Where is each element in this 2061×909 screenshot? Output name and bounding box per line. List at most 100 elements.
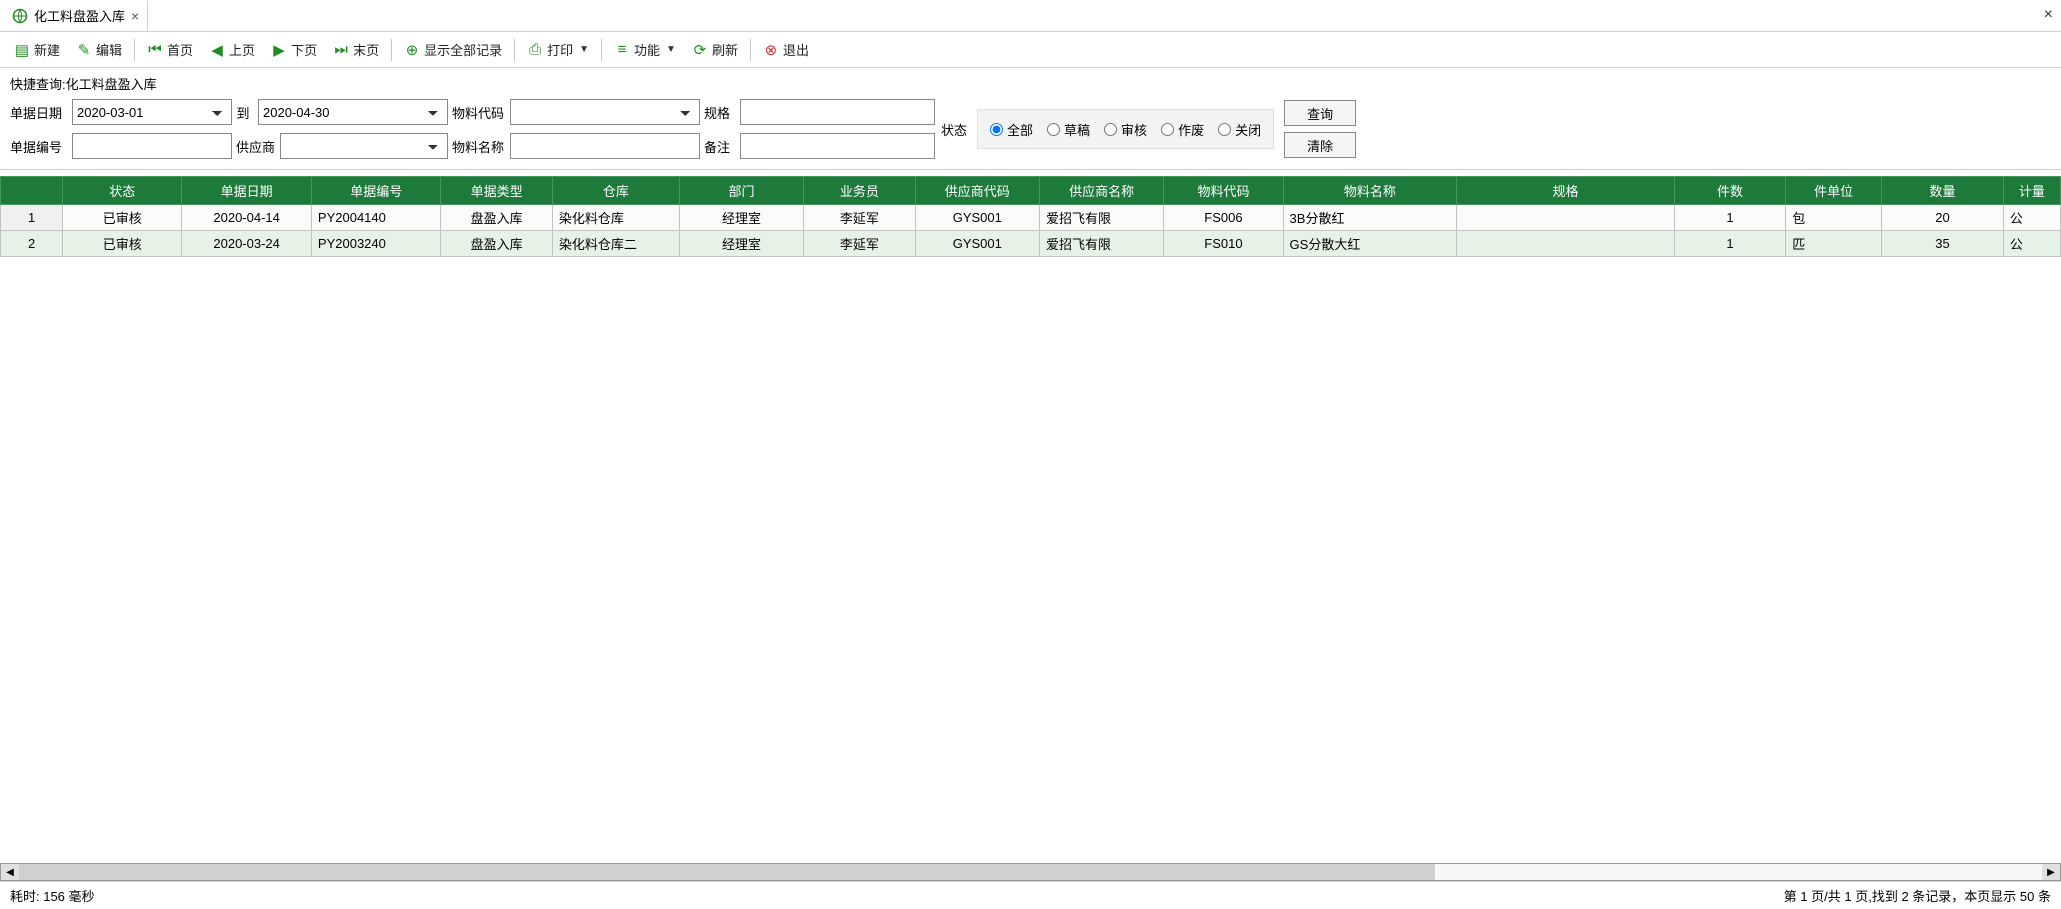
status-bar: 耗时: 156 毫秒 第 1 页/共 1 页,找到 2 条记录，本页显示 50 …: [0, 881, 2061, 909]
status-left: 耗时: 156 毫秒: [10, 886, 95, 905]
cell-matcode: FS010: [1164, 231, 1283, 257]
cell-date: 2020-03-24: [182, 231, 312, 257]
cell-warehouse: 染化料仓库二: [552, 231, 679, 257]
col-header-dept[interactable]: 部门: [679, 177, 803, 205]
last-page-button[interactable]: ⏭末页: [325, 36, 387, 63]
cell-amount: 35: [1882, 231, 2004, 257]
col-header-mu[interactable]: 计量: [2003, 177, 2060, 205]
cell-matcode: FS006: [1164, 205, 1283, 231]
show-all-button[interactable]: ⊕显示全部记录: [396, 36, 510, 63]
function-button[interactable]: ≡功能▼: [606, 36, 684, 63]
col-header-status[interactable]: 状态: [63, 177, 182, 205]
table-row[interactable]: 2已审核2020-03-24PY2003240盘盈入库染化料仓库二经理室李延军G…: [1, 231, 2061, 257]
scroll-track[interactable]: [19, 864, 2042, 880]
cell-rownum: 2: [1, 231, 63, 257]
tab-active[interactable]: 化工料盘盈入库 ×: [4, 1, 148, 31]
cell-date: 2020-04-14: [182, 205, 312, 231]
status-closed-radio[interactable]: 关闭: [1218, 120, 1261, 139]
new-label: 新建: [34, 40, 60, 59]
col-header-rownum[interactable]: [1, 177, 63, 205]
first-page-button[interactable]: ⏮首页: [139, 36, 201, 63]
cell-qty: 1: [1674, 205, 1785, 231]
refresh-button[interactable]: ⟳刷新: [684, 36, 746, 63]
func-label: 功能: [634, 40, 660, 59]
col-header-warehouse[interactable]: 仓库: [552, 177, 679, 205]
cell-docno: PY2004140: [311, 205, 441, 231]
date-to-input[interactable]: 2020-04-30: [258, 99, 448, 125]
matname-input[interactable]: [510, 133, 700, 159]
label-status: 状态: [935, 120, 973, 139]
label-remark: 备注: [700, 137, 740, 156]
col-header-doctype[interactable]: 单据类型: [441, 177, 552, 205]
scroll-left-icon[interactable]: ◀: [1, 864, 19, 880]
grid-header-row: 状态单据日期单据编号单据类型仓库部门业务员供应商代码供应商名称物料代码物料名称规…: [1, 177, 2061, 205]
print-button[interactable]: ⎙打印▼: [519, 36, 597, 63]
cell-amount: 20: [1882, 205, 2004, 231]
tab-close-icon[interactable]: ×: [131, 8, 139, 24]
label-docno: 单据编号: [10, 137, 72, 156]
cell-spec: [1457, 205, 1675, 231]
print-icon: ⎙: [527, 41, 543, 58]
globe-icon: [12, 8, 28, 24]
separator: [514, 39, 515, 61]
separator: [391, 39, 392, 61]
col-header-supname[interactable]: 供应商名称: [1039, 177, 1163, 205]
new-button[interactable]: ▤新建: [6, 36, 68, 63]
clear-button[interactable]: 清除: [1284, 132, 1356, 158]
supplier-input[interactable]: [280, 133, 448, 159]
cell-status: 已审核: [63, 231, 182, 257]
search-icon: ⊕: [404, 41, 420, 59]
exit-button[interactable]: ⊗退出: [755, 36, 817, 63]
scroll-right-icon[interactable]: ▶: [2042, 864, 2060, 880]
cell-doctype: 盘盈入库: [441, 231, 552, 257]
col-header-matcode[interactable]: 物料代码: [1164, 177, 1283, 205]
edit-label: 编辑: [96, 40, 122, 59]
cell-clerk: 李延军: [804, 231, 915, 257]
status-draft-radio[interactable]: 草稿: [1047, 120, 1090, 139]
cell-supcode: GYS001: [915, 231, 1039, 257]
horizontal-scrollbar[interactable]: ◀ ▶: [0, 863, 2061, 881]
remark-input[interactable]: [740, 133, 935, 159]
scroll-thumb[interactable]: [19, 864, 1435, 880]
cell-status: 已审核: [63, 205, 182, 231]
docno-input[interactable]: [72, 133, 232, 159]
cell-qty: 1: [1674, 231, 1785, 257]
col-header-clerk[interactable]: 业务员: [804, 177, 915, 205]
status-draft-label: 草稿: [1064, 120, 1090, 139]
tab-bar: 化工料盘盈入库 × ×: [0, 0, 2061, 32]
first-icon: ⏮: [147, 41, 163, 58]
prev-page-button[interactable]: ◀上页: [201, 36, 263, 63]
edit-icon: ✎: [76, 41, 92, 59]
col-header-docno[interactable]: 单据编号: [311, 177, 441, 205]
col-header-date[interactable]: 单据日期: [182, 177, 312, 205]
tab-title: 化工料盘盈入库: [34, 6, 125, 25]
cell-matname: 3B分散红: [1283, 205, 1457, 231]
matcode-input[interactable]: [510, 99, 700, 125]
col-header-amount[interactable]: 数量: [1882, 177, 2004, 205]
col-header-supcode[interactable]: 供应商代码: [915, 177, 1039, 205]
new-icon: ▤: [14, 41, 30, 59]
status-approved-label: 审核: [1121, 120, 1147, 139]
date-from-input[interactable]: 2020-03-01: [72, 99, 232, 125]
exit-label: 退出: [783, 40, 809, 59]
edit-button[interactable]: ✎编辑: [68, 36, 130, 63]
status-all-radio[interactable]: 全部: [990, 120, 1033, 139]
close-all-icon[interactable]: ×: [2044, 6, 2053, 24]
status-void-radio[interactable]: 作废: [1161, 120, 1204, 139]
spec-input[interactable]: [740, 99, 935, 125]
cell-docno: PY2003240: [311, 231, 441, 257]
col-header-matname[interactable]: 物料名称: [1283, 177, 1457, 205]
col-header-qty[interactable]: 件数: [1674, 177, 1785, 205]
status-approved-radio[interactable]: 审核: [1104, 120, 1147, 139]
status-void-label: 作废: [1178, 120, 1204, 139]
next-page-button[interactable]: ▶下页: [263, 36, 325, 63]
col-header-spec[interactable]: 规格: [1457, 177, 1675, 205]
next-label: 下页: [291, 40, 317, 59]
cell-rownum: 1: [1, 205, 63, 231]
last-icon: ⏭: [333, 41, 349, 58]
col-header-unit[interactable]: 件单位: [1786, 177, 1882, 205]
query-button[interactable]: 查询: [1284, 100, 1356, 126]
table-row[interactable]: 1已审核2020-04-14PY2004140盘盈入库染化料仓库经理室李延军GY…: [1, 205, 2061, 231]
cell-clerk: 李延军: [804, 205, 915, 231]
cell-dept: 经理室: [679, 231, 803, 257]
